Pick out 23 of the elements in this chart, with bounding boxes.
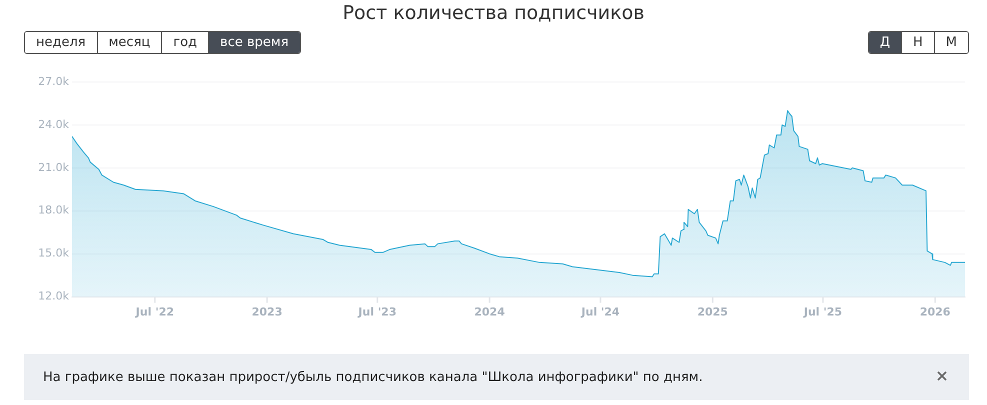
text: год bbox=[161, 32, 208, 53]
x-tick-label: Jul '22 bbox=[134, 305, 174, 318]
y-tick-label: 15.0k bbox=[38, 246, 70, 260]
text: М bbox=[934, 32, 968, 53]
y-tick-label: 24.0k bbox=[38, 118, 70, 131]
x-tick-label: 2026 bbox=[920, 305, 951, 318]
y-tick-label: 12.0k bbox=[38, 290, 70, 303]
chart-title: Рост количества подписчиков bbox=[342, 2, 646, 24]
text: месяц bbox=[96, 32, 162, 53]
y-tick-label: 27.0k bbox=[38, 74, 70, 88]
y-tick-label: 21.0k bbox=[38, 160, 70, 174]
y-tick-label: 18.0k bbox=[38, 204, 70, 217]
x-tick-label: 2023 bbox=[252, 305, 282, 318]
text: Н bbox=[901, 32, 934, 53]
text: все время bbox=[208, 32, 300, 53]
x-tick-label: Jul '24 bbox=[580, 305, 620, 318]
text: Д bbox=[868, 32, 901, 53]
x-tick-label: Jul '23 bbox=[357, 305, 396, 318]
x-tick-label: 2025 bbox=[697, 305, 728, 318]
text: На графике выше показан прирост/убыль подписчиков канала "Школа инфографики" по дням. bbox=[43, 370, 703, 384]
text: неделя bbox=[25, 32, 97, 53]
x-tick-label: Jul '25 bbox=[802, 305, 842, 318]
x-tick-label: 2024 bbox=[474, 305, 506, 318]
